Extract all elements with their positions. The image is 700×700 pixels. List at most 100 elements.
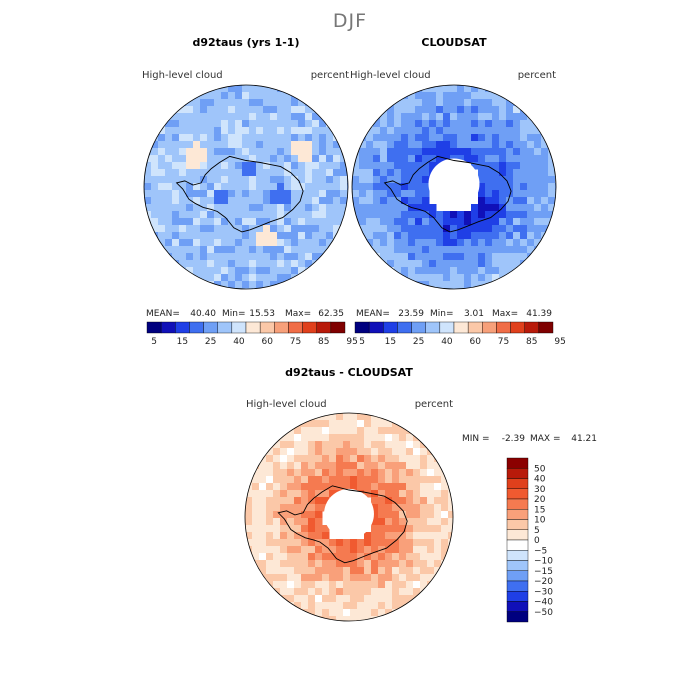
map-cell: [371, 574, 379, 582]
map-cell: [322, 595, 330, 603]
map-cell: [298, 204, 306, 212]
map-cell: [457, 232, 465, 240]
map-cell: [548, 204, 556, 212]
map-cell: [534, 134, 542, 142]
map-cell: [308, 553, 316, 561]
map-cell: [308, 574, 316, 582]
map-cell: [228, 141, 236, 149]
map-cell: [322, 609, 330, 617]
map-cell: [340, 176, 348, 184]
map-cell: [499, 253, 507, 261]
map-cell: [193, 92, 201, 100]
map-cell: [392, 448, 400, 456]
panel-b-colorbar-tick-label: 5: [359, 337, 365, 347]
map-cell: [144, 162, 152, 170]
map-cell: [291, 113, 299, 121]
map-cell: [443, 85, 451, 93]
map-cell: [319, 162, 327, 170]
map-cell: [158, 155, 166, 163]
map-cell: [315, 483, 323, 491]
panel-b-colorbar-swatch: [453, 321, 469, 334]
map-cell: [280, 511, 288, 519]
map-cell: [319, 127, 327, 135]
map-cell: [450, 134, 458, 142]
map-cell: [448, 490, 453, 498]
map-cell: [378, 595, 386, 603]
map-cell: [322, 581, 330, 589]
map-cell: [312, 190, 320, 198]
map-cell: [221, 148, 229, 156]
map-cell: [343, 413, 351, 421]
map-cell: [457, 134, 465, 142]
map-cell: [179, 141, 187, 149]
map-cell: [256, 85, 264, 93]
map-cell: [422, 239, 430, 247]
map-cell: [343, 483, 351, 491]
map-cell: [235, 141, 243, 149]
map-cell: [541, 204, 549, 212]
panel-b-left-label: High-level cloud: [350, 70, 431, 81]
map-cell: [471, 281, 479, 289]
panel-a-max-value: 62.35: [318, 309, 344, 319]
map-cell: [214, 204, 222, 212]
map-cell: [413, 532, 421, 540]
map-cell: [385, 595, 393, 603]
map-cell: [457, 99, 465, 107]
map-cell: [214, 232, 222, 240]
panel-a-min-label: Min=: [222, 309, 246, 319]
map-cell: [534, 120, 542, 128]
map-cell: [256, 155, 264, 163]
map-cell: [343, 420, 351, 428]
map-cell: [252, 525, 260, 533]
map-cell: [312, 204, 320, 212]
map-cell: [399, 560, 407, 568]
map-cell: [378, 532, 386, 540]
map-cell: [408, 267, 416, 275]
map-cell: [259, 511, 267, 519]
map-cell: [457, 148, 465, 156]
map-cell: [287, 490, 295, 498]
map-cell: [499, 134, 507, 142]
map-cell: [343, 427, 351, 435]
map-cell: [408, 225, 416, 233]
map-cell: [436, 288, 444, 289]
map-cell: [499, 169, 507, 177]
map-cell: [284, 176, 292, 184]
map-cell: [364, 462, 372, 470]
map-cell: [380, 113, 388, 121]
panel-b-colorbar-tick-label: 95: [554, 337, 565, 347]
map-cell: [214, 183, 222, 191]
map-cell: [308, 448, 316, 456]
map-cell: [364, 427, 372, 435]
map-cell: [408, 155, 416, 163]
panel-c-colorbar-tick-label: 0: [534, 536, 540, 546]
map-cell: [326, 204, 334, 212]
map-cell: [322, 539, 330, 547]
map-cell: [366, 162, 374, 170]
map-cell: [200, 183, 208, 191]
map-cell: [413, 525, 421, 533]
map-cell: [277, 204, 285, 212]
map-cell: [179, 155, 187, 163]
map-cell: [492, 260, 500, 268]
panel-c-colorbar-swatch: [506, 591, 529, 602]
panel-a-colorbar-swatch: [146, 321, 162, 334]
panel-c-colorbar-tick-label: 20: [534, 495, 546, 505]
map-cell: [287, 455, 295, 463]
map-cell: [392, 546, 400, 554]
map-cell: [492, 169, 500, 177]
map-cell: [273, 532, 281, 540]
map-cell: [245, 553, 253, 561]
map-cell: [172, 218, 180, 226]
map-cell: [359, 183, 367, 191]
map-cell: [280, 497, 288, 505]
map-cell: [352, 162, 360, 170]
map-cell: [179, 183, 187, 191]
main-title: DJF: [333, 10, 367, 32]
map-cell: [266, 483, 274, 491]
map-cell: [485, 176, 493, 184]
map-cell: [333, 127, 341, 135]
map-cell: [541, 218, 549, 226]
map-cell: [434, 504, 442, 512]
map-cell: [343, 560, 351, 568]
